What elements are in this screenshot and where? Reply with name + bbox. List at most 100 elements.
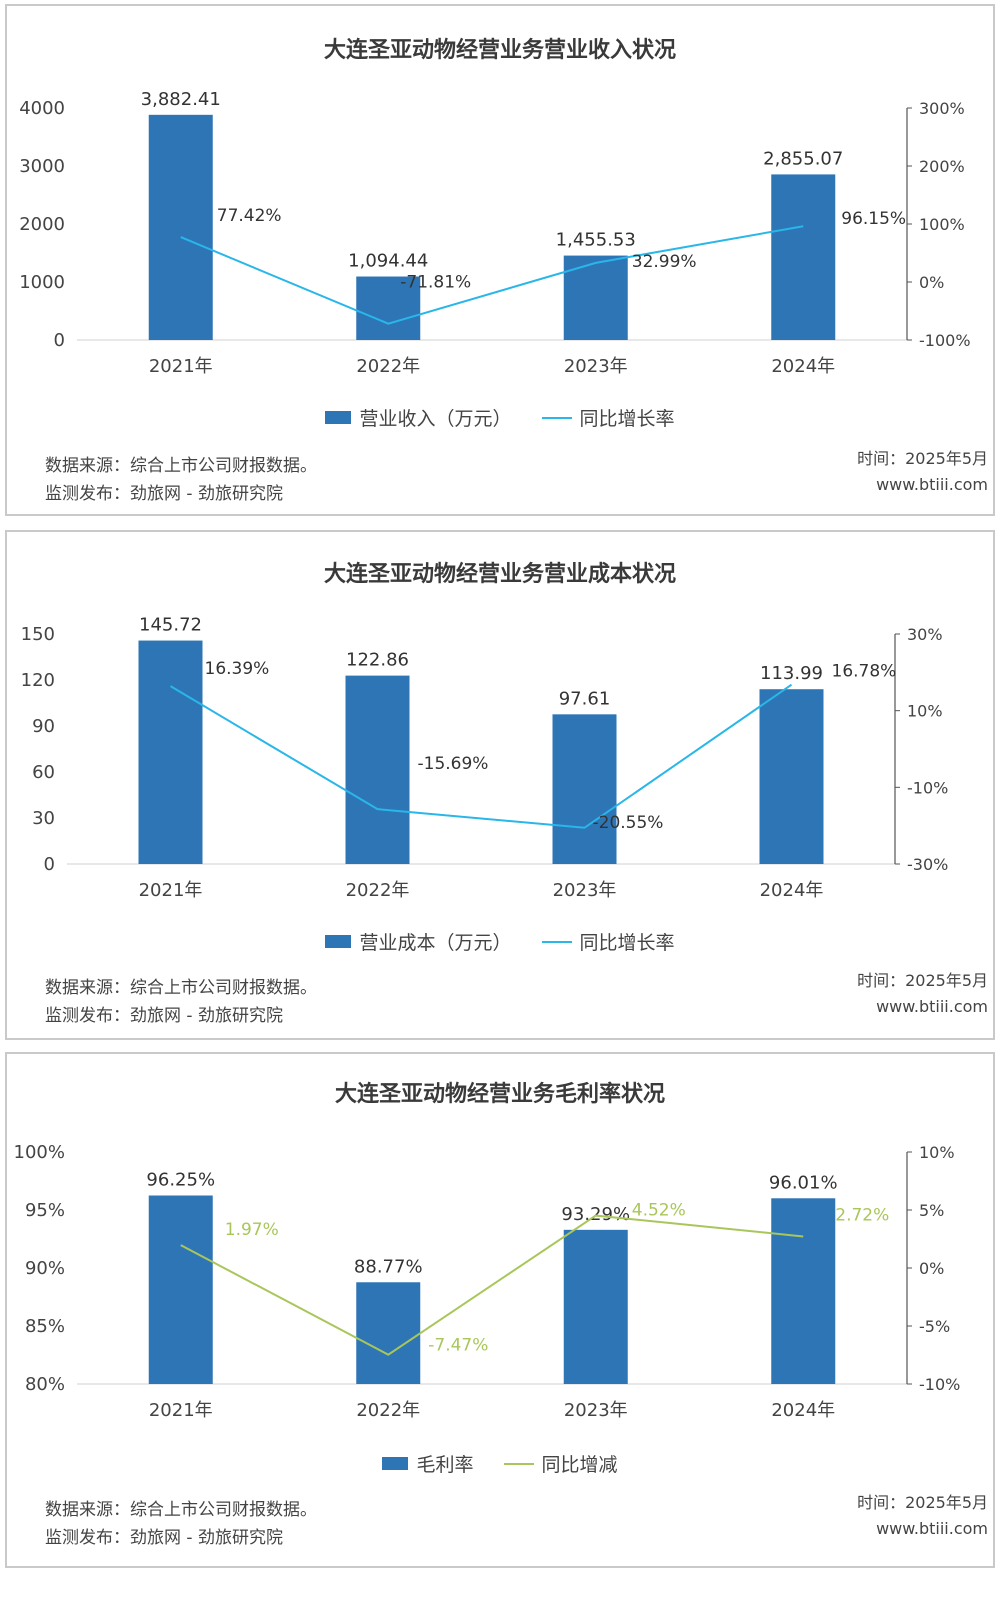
bar-value-label: 93.29% bbox=[561, 1204, 630, 1225]
right-tick-label: -10% bbox=[919, 1375, 960, 1394]
legend-bar-swatch bbox=[325, 411, 352, 424]
bar-value-label: 113.99 bbox=[760, 663, 823, 684]
right-tick-label: 200% bbox=[919, 157, 965, 176]
bar-value-label: 1,094.44 bbox=[348, 251, 428, 272]
cost-chart-panel: 大连圣亚动物经营业务营业成本状况 0 30 60 90 120 150 -30% -10% 10… bbox=[5, 530, 995, 1040]
category-label: 2023年 bbox=[553, 880, 617, 901]
left-tick-label: 80% bbox=[25, 1374, 65, 1395]
margin-chart-panel: 大连圣亚动物经营业务毛利率状况 80% 85% 90% 95% 100% -10% -5% 0… bbox=[5, 1052, 995, 1568]
footer-time: 时间：2025年5月 bbox=[857, 1493, 988, 1512]
right-tick-label: 10% bbox=[919, 1143, 955, 1162]
category-label: 2024年 bbox=[771, 356, 835, 377]
right-tick-label: 300% bbox=[919, 99, 965, 118]
left-tick-label: 120 bbox=[21, 670, 55, 691]
line-value-label: -20.55% bbox=[593, 813, 664, 833]
line-value-label: 77.42% bbox=[217, 206, 282, 226]
bar-value-label: 145.72 bbox=[139, 615, 202, 636]
category-label: 2022年 bbox=[356, 1400, 420, 1421]
legend-bar-label: 营业成本（万元） bbox=[359, 932, 512, 954]
left-tick-label: 30 bbox=[32, 808, 55, 829]
bar bbox=[138, 640, 203, 864]
growth-line bbox=[169, 683, 793, 829]
bar-value-label: 96.01% bbox=[769, 1172, 838, 1193]
growth-line bbox=[180, 1214, 804, 1356]
left-tick-label: 0 bbox=[54, 330, 65, 351]
bar bbox=[771, 1198, 836, 1384]
line-value-label: -71.81% bbox=[400, 273, 471, 293]
footer-left: 数据来源：综合上市公司财报数据。 监测发布：劲旅网 - 劲旅研究院 bbox=[45, 452, 317, 508]
legend-bar-swatch bbox=[325, 935, 352, 948]
line-value-label: 1.97% bbox=[225, 1220, 279, 1240]
category-label: 2022年 bbox=[346, 880, 410, 901]
bar-value-label: 96.25% bbox=[146, 1170, 215, 1191]
bar-value-label: 2,855.07 bbox=[763, 148, 843, 169]
category-label: 2024年 bbox=[760, 880, 824, 901]
left-tick-label: 150 bbox=[21, 624, 55, 645]
right-tick-label: 0% bbox=[919, 1259, 944, 1278]
footer-site: www.btiii.com bbox=[876, 997, 988, 1016]
right-tick-label: -100% bbox=[919, 331, 971, 350]
revenue-chart-svg: 0 1000 2000 3000 4000 -100% 0% 100% 200% 300% 3,88… bbox=[19, 89, 971, 377]
left-tick-label: 95% bbox=[25, 1200, 65, 1221]
chart-legend: 毛利率 同比增减 bbox=[7, 1450, 993, 1477]
line-value-label: 2.72% bbox=[835, 1205, 889, 1225]
legend-line-label: 同比增长率 bbox=[579, 408, 675, 430]
legend-bar-label: 毛利率 bbox=[416, 1454, 474, 1476]
category-label: 2021年 bbox=[149, 356, 213, 377]
right-tick-label: 100% bbox=[919, 215, 965, 234]
footer-site: www.btiii.com bbox=[876, 475, 988, 494]
category-label: 2024年 bbox=[771, 1400, 835, 1421]
legend-line-swatch bbox=[541, 940, 572, 943]
bar-value-label: 88.77% bbox=[354, 1256, 423, 1277]
footer-publisher: 监测发布：劲旅网 - 劲旅研究院 bbox=[45, 484, 283, 504]
growth-line bbox=[180, 225, 804, 325]
footer-source: 数据来源：综合上市公司财报数据。 bbox=[45, 978, 317, 998]
category-label: 2023年 bbox=[564, 1400, 628, 1421]
right-tick-label: 5% bbox=[919, 1201, 944, 1220]
bar-value-label: 3,882.41 bbox=[141, 89, 221, 110]
line-value-label: 96.15% bbox=[841, 209, 906, 229]
bar bbox=[356, 1282, 421, 1384]
category-label: 2021年 bbox=[149, 1400, 213, 1421]
left-tick-label: 0 bbox=[44, 854, 55, 875]
line-value-label: -7.47% bbox=[428, 1336, 488, 1356]
bar-value-label: 1,455.53 bbox=[556, 230, 636, 251]
legend-line-swatch bbox=[503, 1462, 534, 1465]
right-tick-label: 30% bbox=[907, 625, 943, 644]
legend-line-label: 同比增减 bbox=[541, 1454, 618, 1476]
chart-title: 大连圣亚动物经营业务营业成本状况 bbox=[323, 562, 676, 587]
legend-line-label: 同比增长率 bbox=[579, 932, 675, 954]
footer-left: 数据来源：综合上市公司财报数据。 监测发布：劲旅网 - 劲旅研究院 bbox=[45, 1496, 317, 1552]
legend-line-swatch bbox=[541, 416, 572, 419]
right-tick-label: 10% bbox=[907, 702, 943, 721]
category-label: 2023年 bbox=[564, 356, 628, 377]
revenue-chart-panel: 大连圣亚动物经营业务营业收入状况 0 1000 2000 3000 4000 -100% 0… bbox=[5, 4, 995, 516]
bar bbox=[771, 174, 836, 340]
right-tick-label: -5% bbox=[919, 1317, 950, 1336]
line-value-label: 16.78% bbox=[832, 662, 897, 682]
bar bbox=[356, 276, 421, 340]
footer-left: 数据来源：综合上市公司财报数据。 监测发布：劲旅网 - 劲旅研究院 bbox=[45, 974, 317, 1030]
left-tick-label: 85% bbox=[25, 1316, 65, 1337]
margin-chart-svg: 80% 85% 90% 95% 100% -10% -5% 0% 5% 10% 96.25% 2021… bbox=[14, 1142, 961, 1421]
right-tick-label: 0% bbox=[919, 273, 944, 292]
footer-right: 时间：2025年5月 www.btiii.com bbox=[857, 968, 988, 1020]
line-value-label: -15.69% bbox=[418, 754, 489, 774]
bar bbox=[552, 714, 617, 864]
line-value-label: 16.39% bbox=[205, 659, 270, 679]
left-tick-label: 90% bbox=[25, 1258, 65, 1279]
bar bbox=[563, 255, 628, 340]
bar-value-label: 97.61 bbox=[559, 688, 611, 709]
footer-site: www.btiii.com bbox=[876, 1519, 988, 1538]
line-value-label: 32.99% bbox=[632, 252, 697, 272]
left-tick-label: 1000 bbox=[19, 272, 65, 293]
left-tick-label: 3000 bbox=[19, 156, 65, 177]
bar-value-label: 122.86 bbox=[346, 650, 409, 671]
footer-publisher: 监测发布：劲旅网 - 劲旅研究院 bbox=[45, 1006, 283, 1026]
category-label: 2021年 bbox=[139, 880, 203, 901]
right-tick-label: -10% bbox=[907, 778, 948, 797]
legend-bar-swatch bbox=[382, 1457, 409, 1470]
footer-right: 时间：2025年5月 www.btiii.com bbox=[857, 446, 988, 498]
footer-source: 数据来源：综合上市公司财报数据。 bbox=[45, 456, 317, 476]
footer-right: 时间：2025年5月 www.btiii.com bbox=[857, 1490, 988, 1542]
